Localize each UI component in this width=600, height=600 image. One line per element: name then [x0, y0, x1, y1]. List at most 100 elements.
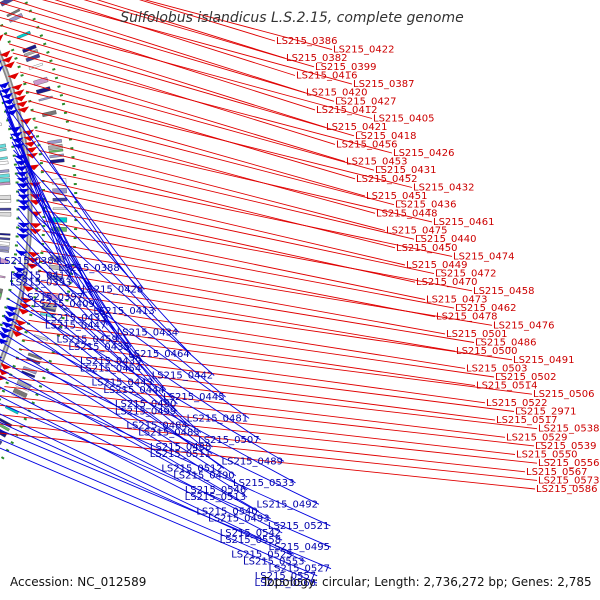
reverse-cds-mark	[0, 65, 4, 72]
forward-gene-label: LS215_0567	[526, 467, 587, 478]
reverse-leader-line	[0, 429, 332, 570]
forward-cds-mark	[29, 228, 42, 235]
reverse-leader-line	[7, 298, 285, 462]
outer-feature-block	[52, 197, 68, 202]
reverse-gene-label: LS215_0454	[80, 363, 141, 374]
reverse-gene-label: LS215_0481	[187, 413, 248, 424]
reverse-gene-label: LS215_0442	[152, 371, 213, 382]
forward-gene-label: LS215_0436	[395, 200, 456, 211]
inner-feature-block	[0, 245, 10, 251]
reverse-gene-label: LS215_0553	[243, 557, 304, 568]
reverse-gene-label: LS215_0484	[126, 421, 187, 432]
forward-leader-line	[83, 0, 315, 68]
forward-gene-label: LS215_0472	[435, 269, 496, 280]
forward-leader-line	[22, 81, 356, 180]
outer-feature-block	[6, 8, 21, 18]
reverse-leader-line	[14, 257, 190, 426]
forward-gene-label: LS215_0420	[306, 88, 367, 99]
forward-cds-mark	[7, 72, 19, 80]
inner-feature-block	[0, 177, 11, 183]
reverse-gene-label: LS215_0397	[22, 292, 83, 303]
forward-gene-label: LS215_0449	[406, 260, 467, 271]
reverse-leader-line	[0, 403, 332, 548]
forward-cds-mark	[11, 83, 23, 91]
forward-leader-line	[28, 319, 476, 387]
reverse-gene-label: LS215_0444	[103, 385, 164, 396]
outer-feature-block	[52, 187, 67, 194]
reverse-leader-line	[14, 158, 120, 340]
reverse-gene-label: LS215_0546	[185, 485, 246, 496]
forward-cds-mark	[0, 375, 7, 381]
forward-gene-label: LS215_0556	[538, 458, 599, 469]
reverse-gene-label: LS215_0490	[173, 471, 234, 482]
reverse-leader-line	[16, 232, 178, 405]
reverse-gene-label: LS215_0480	[115, 399, 176, 410]
reverse-leader-line	[11, 141, 108, 326]
outer-feature-block	[41, 302, 57, 311]
inner-feature-block	[0, 297, 2, 300]
forward-cds-mark	[27, 257, 40, 264]
reverse-gene-label: LS215_0499	[115, 406, 176, 417]
forward-gene-label: LS215_0421	[326, 122, 387, 133]
reverse-gene-label: LS215_0434	[117, 328, 178, 339]
forward-leader-line	[28, 100, 366, 197]
inner-feature-block	[0, 212, 12, 217]
forward-leader-line	[12, 52, 393, 154]
reverse-leader-line	[1, 322, 296, 484]
reverse-cds-mark	[0, 87, 12, 94]
reverse-gene-label: LS215_0409	[33, 299, 94, 310]
forward-leader-line	[0, 2, 335, 102]
forward-cds-mark	[0, 34, 4, 42]
inner-feature-block	[0, 241, 10, 246]
forward-cds-mark	[13, 324, 26, 332]
reverse-leader-line	[9, 290, 213, 455]
reverse-leader-line	[13, 149, 180, 333]
reverse-leader-line	[0, 395, 283, 541]
reverse-gene-label: LS215_0557	[255, 571, 316, 582]
reverse-cds-mark	[15, 165, 28, 172]
reverse-leader-line	[5, 306, 225, 469]
reverse-gene-label: LS215_0521	[268, 521, 329, 532]
reverse-cds-mark	[6, 305, 19, 312]
label-layer: LS215_0386LS215_0422LS215_0382LS215_0399…	[0, 36, 599, 589]
reverse-leader-line	[0, 340, 248, 498]
reverse-leader-line	[17, 224, 226, 398]
reverse-gene-label: LS215_0388	[58, 263, 119, 274]
forward-cds-mark	[20, 117, 32, 125]
reverse-leader-line	[17, 199, 215, 376]
reverse-cds-mark	[17, 200, 30, 206]
forward-gene-label: LS215_0448	[376, 208, 437, 219]
forward-cds-mark	[3, 61, 15, 69]
forward-gene-label: LS215_0461	[433, 217, 494, 228]
inner-feature-block	[0, 147, 7, 152]
forward-gene-label: LS215_0503	[466, 363, 527, 374]
reverse-gene-label: LS215_0459	[57, 335, 118, 346]
leader-layer	[0, 0, 538, 584]
forward-leader-line	[31, 110, 395, 206]
forward-gene-label: LS215_0476	[493, 320, 554, 331]
inner-feature-block	[0, 275, 6, 279]
forward-gene-label: LS215_0514	[476, 381, 537, 392]
forward-leader-line	[8, 43, 336, 145]
outer-feature-block	[0, 423, 10, 432]
outer-feature-block	[25, 53, 41, 63]
forward-gene-label: LS215_0440	[415, 234, 476, 245]
forward-gene-label: LS215_0450	[396, 243, 457, 254]
forward-gene-label: LS215_0452	[356, 174, 417, 185]
forward-gene-label: LS215_0502	[495, 372, 556, 383]
reverse-leader-line	[0, 438, 318, 577]
forward-gene-label: LS215_0462	[455, 303, 516, 314]
reverse-gene-label: LS215_0447	[45, 320, 106, 331]
reverse-gene-label: LS215_0428	[82, 285, 143, 296]
reverse-cds-mark	[3, 316, 16, 323]
reverse-gene-label: LS215_0568	[255, 578, 316, 589]
reverse-cds-mark	[2, 321, 14, 328]
forward-gene-label: LS215_0422	[333, 45, 394, 56]
forward-cds-mark	[23, 135, 36, 142]
reverse-gene-label: LS215_0558	[220, 535, 281, 546]
map-title: Sulfolobus islandicus L.S.2.15, complete…	[120, 10, 463, 26]
forward-leader-line	[37, 139, 386, 231]
forward-leader-line	[35, 290, 513, 361]
forward-cds-mark	[27, 251, 40, 258]
reverse-gene-label: LS215_0393	[10, 278, 71, 289]
